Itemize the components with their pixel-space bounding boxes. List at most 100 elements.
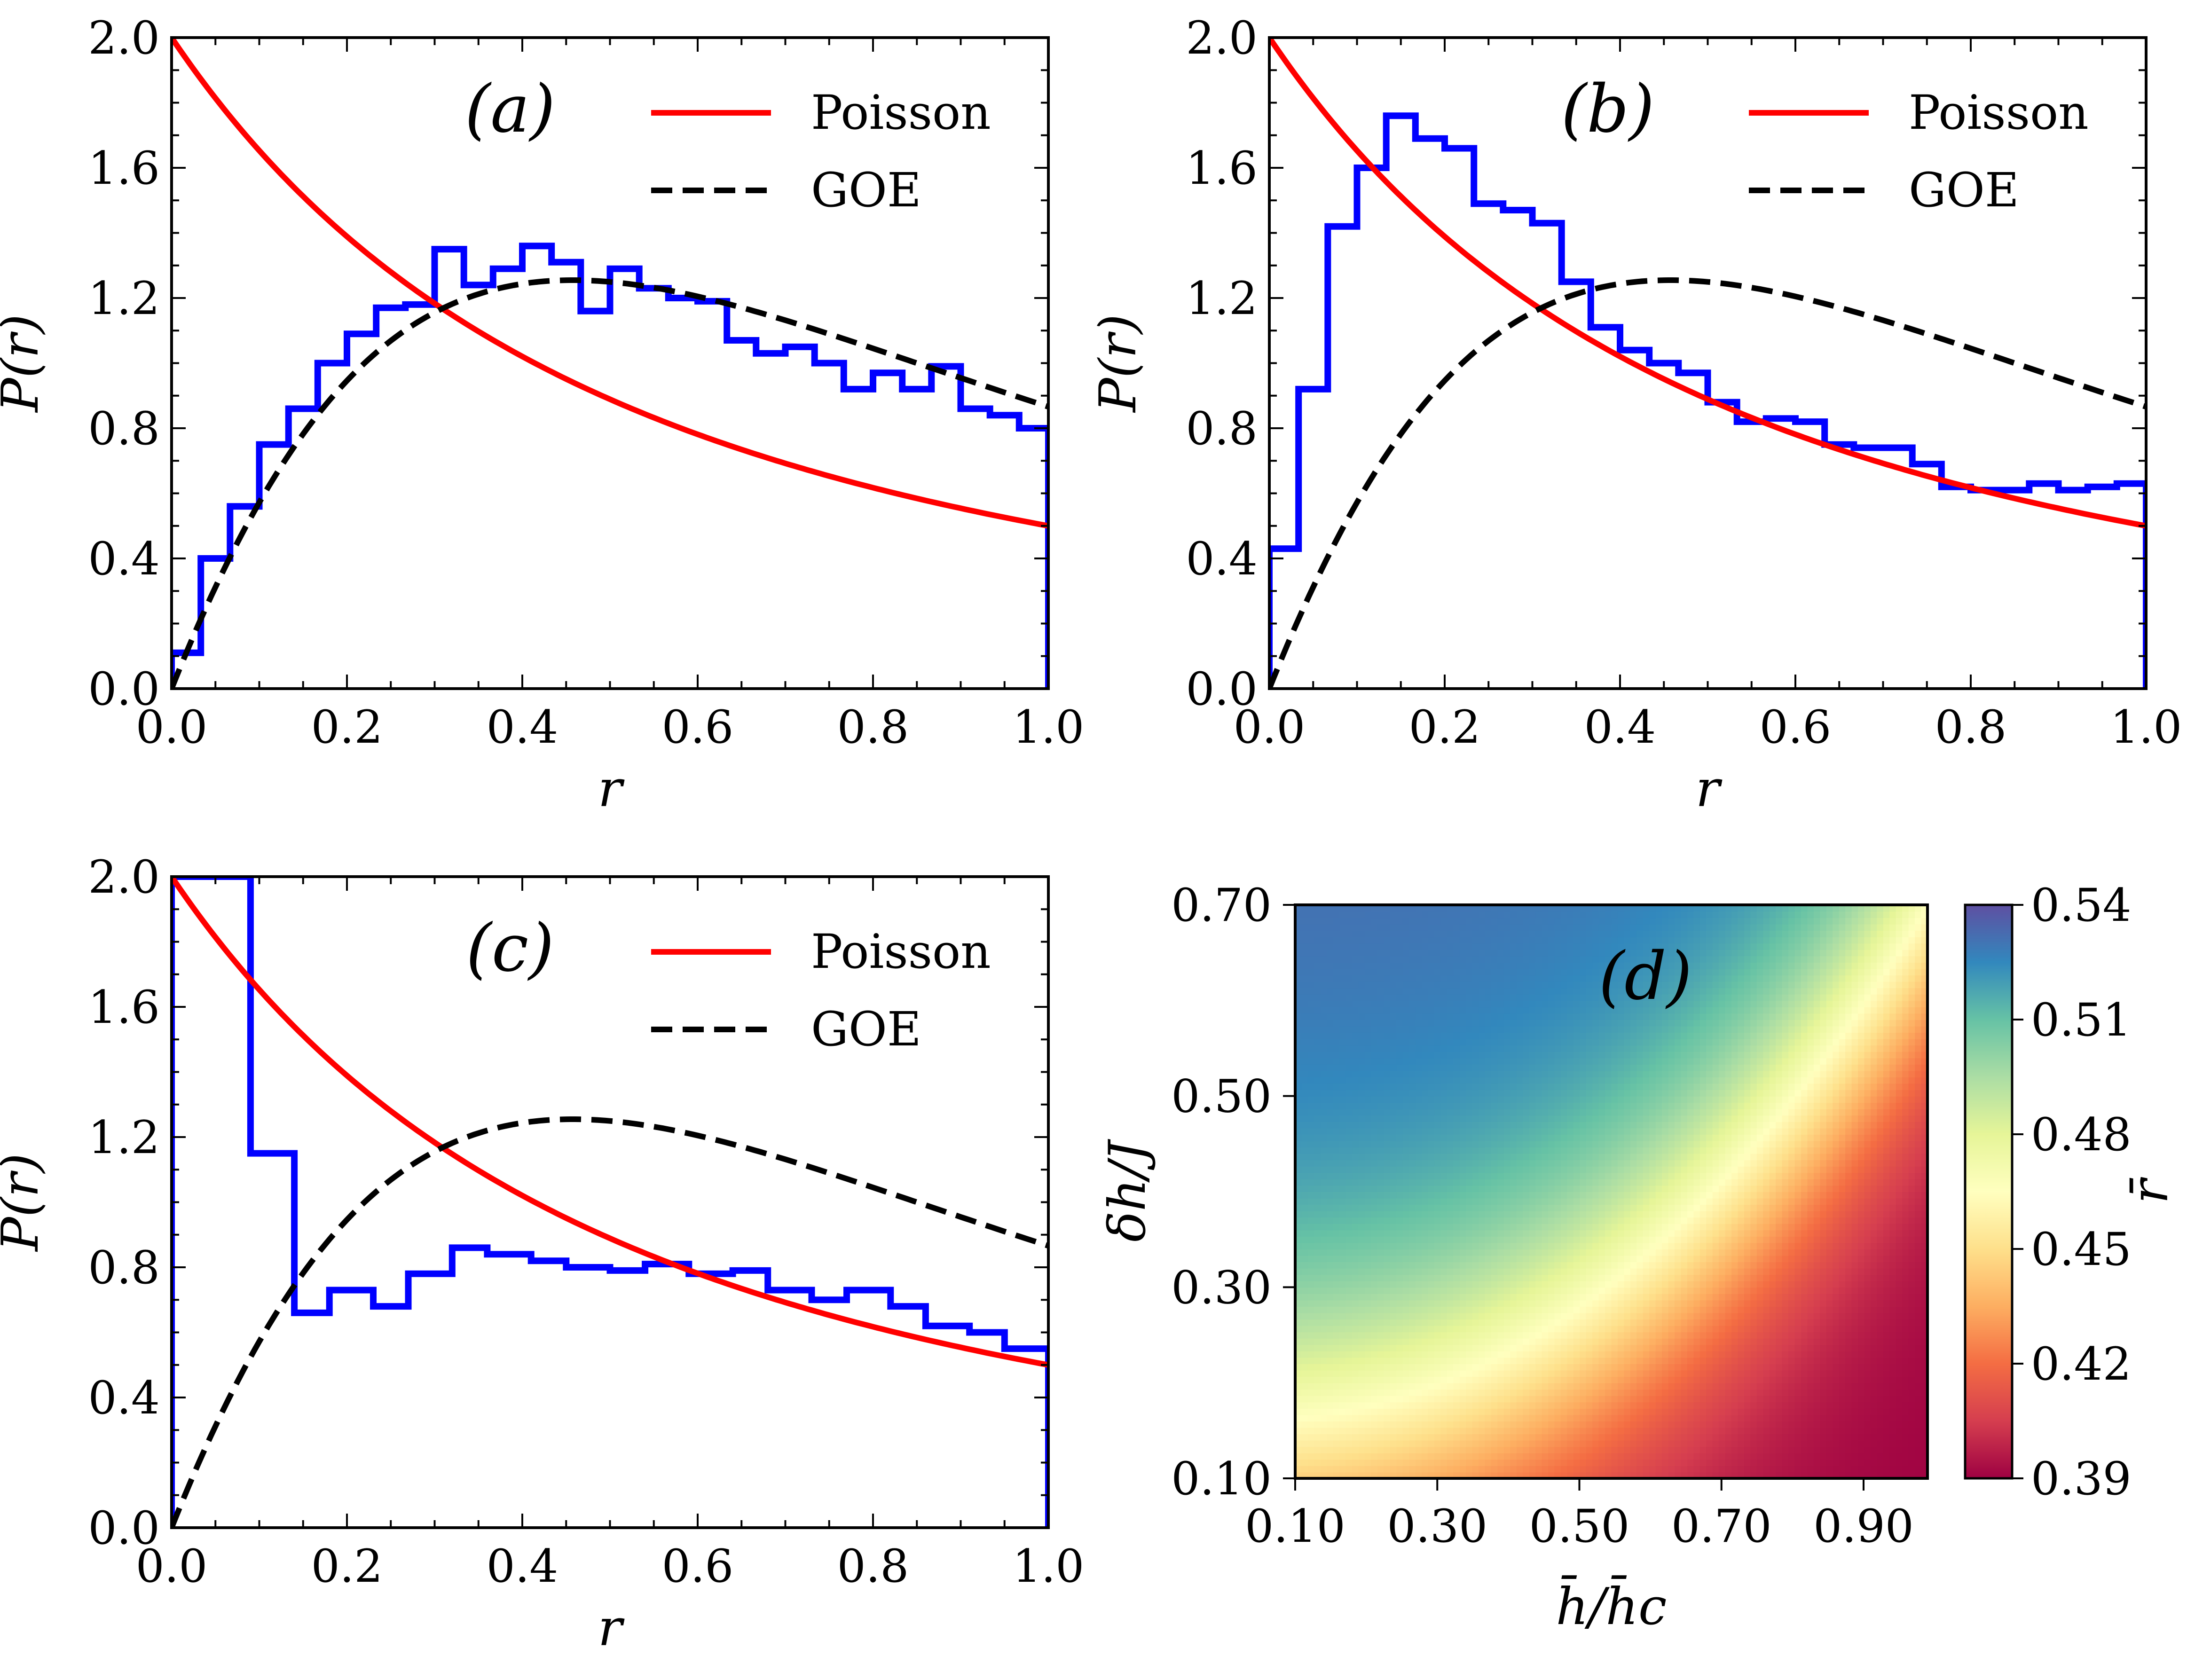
heatmap-cell [1453,1038,1460,1046]
heatmap-cell [1624,1287,1631,1294]
heatmap-cell [1617,1312,1625,1320]
heatmap-cell [1327,1147,1334,1154]
heatmap-cell [1624,1160,1631,1167]
heatmap-cell [1371,1280,1378,1288]
heatmap-cell [1592,1382,1599,1390]
heatmap-cell [1339,1389,1346,1396]
heatmap-cell [1472,1115,1479,1122]
heatmap-cell [1598,1038,1606,1046]
heatmap-cell [1459,1140,1467,1148]
heatmap-cell [1434,1293,1441,1301]
heatmap-cell [1390,936,1397,944]
heatmap-cell [1314,981,1321,989]
heatmap-cell [1516,1344,1524,1351]
heatmap-cell [1402,975,1410,982]
heatmap-cell [1377,918,1385,925]
heatmap-cell [1364,1293,1372,1301]
heatmap-cell [1542,1452,1549,1460]
heatmap-cell [1516,962,1524,969]
heatmap-cell [1586,1376,1593,1383]
heatmap-cell [1560,1230,1568,1237]
heatmap-cell [1611,1210,1618,1218]
heatmap-cell [1301,1006,1308,1014]
heatmap-cell [1560,1262,1568,1269]
heatmap-cell [1472,1102,1479,1109]
heatmap-cell [1434,1121,1441,1129]
heatmap-cell [1422,1421,1429,1428]
heatmap-cell [1548,1128,1555,1135]
heatmap-cell [1434,1128,1441,1135]
heatmap-cell [1497,1153,1504,1161]
heatmap-cell [1396,1217,1403,1224]
heatmap-cell [1377,1402,1385,1409]
heatmap-cell [1377,1300,1385,1307]
heatmap-cell [1301,1204,1308,1211]
heatmap-cell [1327,1427,1334,1435]
heatmap-cell [1295,1166,1302,1173]
heatmap-cell [1352,1421,1359,1428]
heatmap-cell [1440,1325,1448,1333]
heatmap-cell [1301,1274,1308,1281]
heatmap-cell [1560,956,1568,963]
heatmap-cell [1434,1312,1441,1320]
heatmap-cell [1554,1166,1561,1173]
heatmap-cell [1636,1312,1644,1320]
heatmap-cell [1434,1332,1441,1339]
heatmap-cell [1314,1083,1321,1091]
heatmap-cell [1422,1102,1429,1109]
heatmap-cell [1580,1255,1587,1263]
heatmap-cell [1459,1032,1467,1039]
heatmap-cell [1422,1198,1429,1205]
heatmap-cell [1491,1178,1498,1186]
heatmap-cell [1503,1395,1511,1403]
heatmap-cell [1453,1402,1460,1409]
heatmap-cell [1611,1230,1618,1237]
heatmap-cell [1548,1153,1555,1161]
heatmap-cell [1371,1070,1378,1077]
heatmap-cell [1440,988,1448,995]
heatmap-cell [1371,1452,1378,1460]
heatmap-cell [1485,1178,1492,1186]
heatmap-cell [1605,1293,1612,1301]
heatmap-cell [1554,1134,1561,1141]
heatmap-cell [1422,1178,1429,1186]
heatmap-cell [1402,1427,1410,1435]
heatmap-cell [1422,1153,1429,1161]
heatmap-cell [1345,1147,1353,1154]
heatmap-cell [1497,1172,1504,1179]
heatmap-cell [1548,1344,1555,1351]
heatmap-cell [1409,1332,1416,1339]
heatmap-cell [1567,1026,1574,1033]
heatmap-cell [1592,1262,1599,1269]
heatmap-cell [1327,1446,1334,1453]
heatmap-cell [1459,1128,1467,1135]
heatmap-cell [1352,1026,1359,1033]
heatmap-cell [1307,936,1315,944]
heatmap-cell [1548,962,1555,969]
heatmap-cell [1384,1064,1391,1071]
y-tick-label: 1.2 [1186,272,1258,325]
heatmap-cell [1409,1166,1416,1173]
heatmap-cell [1586,1382,1593,1390]
heatmap-cell [1333,1070,1340,1077]
heatmap-cell [1605,1402,1612,1409]
heatmap-cell [1371,1090,1378,1097]
heatmap-cell [1630,1000,1637,1007]
heatmap-cell [1307,1108,1315,1116]
heatmap-cell [1598,1312,1606,1320]
heatmap-cell [1542,1051,1549,1059]
heatmap-cell [1377,1166,1385,1173]
heatmap-cell [1434,1370,1441,1377]
heatmap-cell [1548,1000,1555,1007]
heatmap-cell [1636,1204,1644,1211]
heatmap-cell [1617,981,1625,989]
heatmap-cell [1617,1249,1625,1256]
heatmap-cell [1295,1077,1302,1084]
heatmap-cell [1580,1051,1587,1059]
heatmap-cell [1535,1192,1542,1199]
heatmap-cell [1384,968,1391,976]
heatmap-cell [1434,1217,1441,1224]
heatmap-cell [1535,1312,1542,1320]
heatmap-cell [1503,1051,1511,1059]
heatmap-cell [1345,1242,1353,1249]
